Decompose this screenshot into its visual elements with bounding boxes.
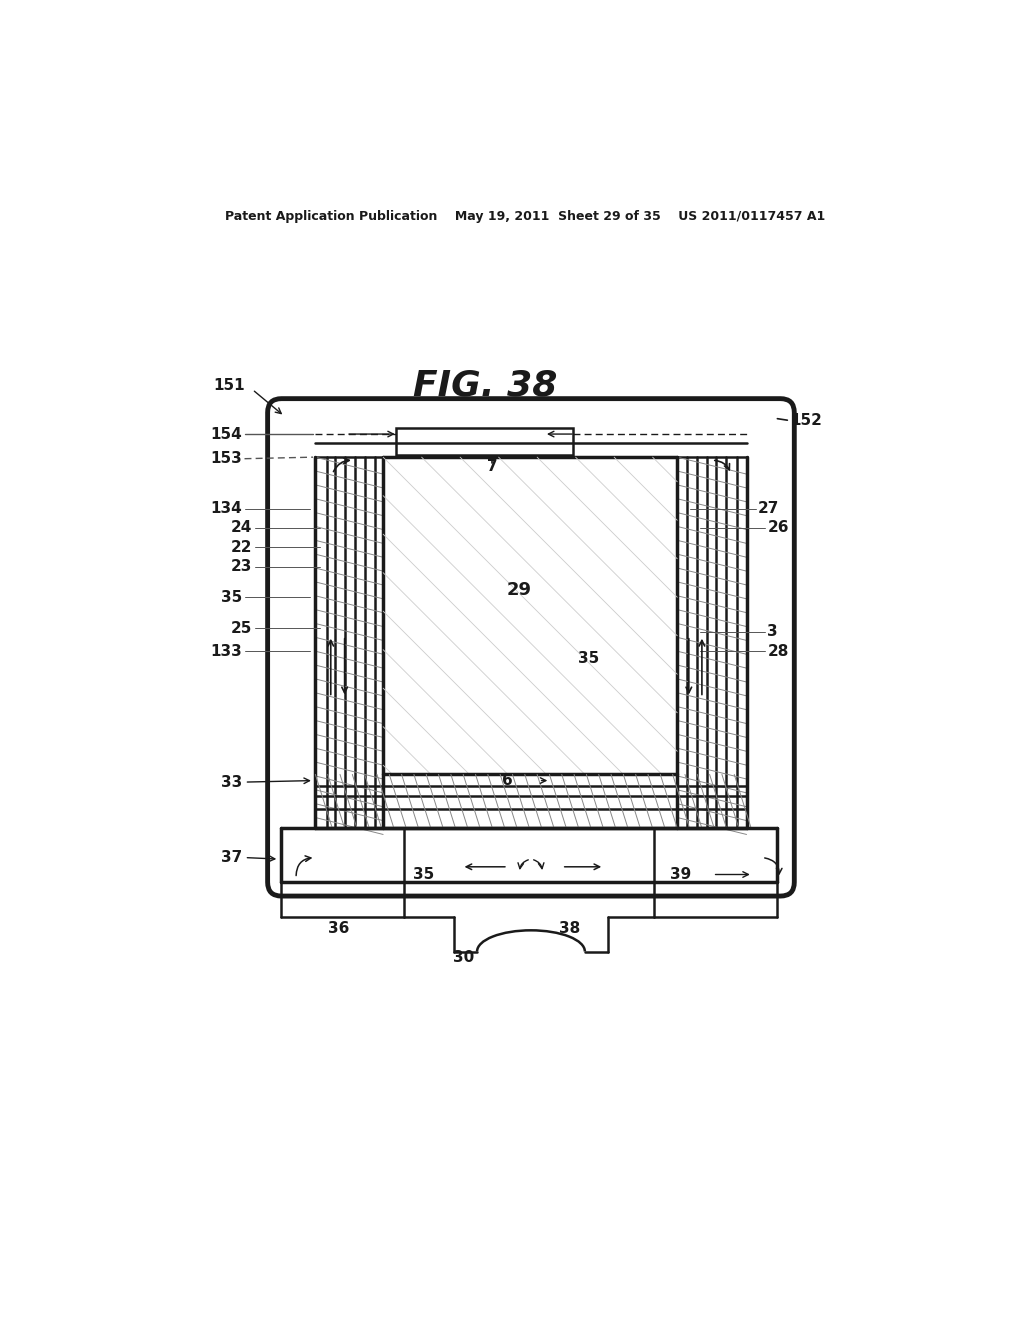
Text: 153: 153 <box>211 451 243 466</box>
Text: 33: 33 <box>221 775 243 789</box>
Text: 7: 7 <box>487 459 498 474</box>
Bar <box>396 428 573 455</box>
Text: 35: 35 <box>413 867 434 882</box>
Text: 37: 37 <box>221 850 243 865</box>
Text: 26: 26 <box>767 520 788 536</box>
Text: 133: 133 <box>211 644 243 659</box>
Text: 152: 152 <box>791 413 822 428</box>
Text: 22: 22 <box>230 540 252 554</box>
Text: 154: 154 <box>211 426 243 442</box>
Text: 30: 30 <box>453 950 474 965</box>
Text: 151: 151 <box>213 378 245 393</box>
Text: 3: 3 <box>767 624 778 639</box>
Text: 38: 38 <box>559 921 580 936</box>
Text: 29: 29 <box>507 581 531 598</box>
Text: 24: 24 <box>230 520 252 536</box>
Text: Patent Application Publication    May 19, 2011  Sheet 29 of 35    US 2011/011745: Patent Application Publication May 19, 2… <box>224 210 825 223</box>
Text: 39: 39 <box>670 867 691 882</box>
Text: 36: 36 <box>328 921 349 936</box>
Text: 134: 134 <box>211 502 243 516</box>
Text: FIG. 38: FIG. 38 <box>413 368 557 403</box>
Text: 25: 25 <box>230 620 252 636</box>
Text: 23: 23 <box>230 558 252 574</box>
Text: 27: 27 <box>758 502 779 516</box>
Text: 35: 35 <box>221 590 243 605</box>
Text: 28: 28 <box>767 644 788 659</box>
Text: 35: 35 <box>579 651 599 667</box>
Text: 6: 6 <box>503 774 513 788</box>
